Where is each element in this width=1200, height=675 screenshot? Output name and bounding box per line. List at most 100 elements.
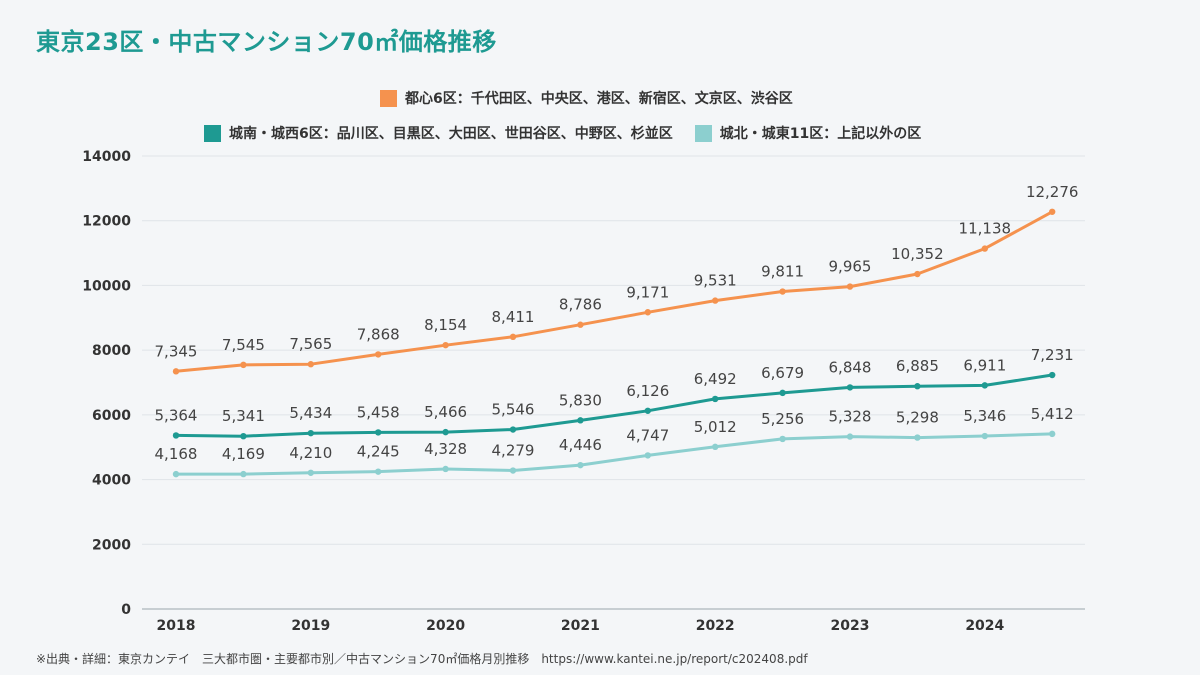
legend-row-top: 都心6区：千代田区、中央区、港区、新宿区、文京区、渋谷区: [380, 88, 815, 108]
data-label: 11,138: [959, 220, 1012, 238]
data-point: [1049, 430, 1056, 438]
x-tick-label: 2018: [157, 618, 196, 634]
x-tick-label: 2022: [696, 618, 735, 634]
legend-row-bottom: 城南・城西6区：品川区、目黒区、大田区、世田谷区、中野区、杉並区 城北・城東11…: [204, 123, 943, 143]
data-label: 4,279: [492, 442, 535, 460]
data-point: [846, 283, 854, 290]
data-point: [307, 361, 314, 368]
series-line: [176, 432, 1053, 476]
data-label: 7,545: [222, 336, 265, 354]
data-point: [644, 407, 651, 414]
legend-swatch-south-west: [204, 124, 221, 142]
data-point: [307, 429, 314, 437]
data-point: [577, 461, 584, 469]
data-point: [779, 288, 786, 295]
data-point: [375, 351, 382, 358]
data-point: [240, 361, 247, 369]
legend-swatch-north-east: [694, 124, 712, 142]
y-tick-label: 8000: [92, 343, 131, 359]
data-label: 5,256: [761, 410, 804, 428]
data-point: [779, 389, 786, 397]
data-label: 7,868: [357, 325, 400, 343]
data-point: [442, 428, 449, 436]
data-label: 7,231: [1031, 346, 1074, 364]
data-label: 5,830: [559, 391, 602, 409]
data-point: [172, 470, 180, 478]
data-label: 5,328: [829, 408, 872, 426]
data-label: 6,492: [694, 370, 737, 388]
data-label: 5,546: [492, 401, 535, 419]
y-tick-label: 4000: [92, 473, 131, 489]
data-point: [1049, 208, 1056, 215]
data-point: [509, 333, 517, 341]
data-label: 8,154: [424, 316, 467, 334]
data-label: 4,446: [559, 436, 602, 454]
data-point: [240, 432, 247, 440]
series-line: [175, 373, 1053, 438]
y-tick-label: 10000: [82, 278, 131, 294]
y-tick-label: 14000: [82, 149, 131, 165]
x-tick-label: 2024: [965, 618, 1004, 634]
data-label: 8,786: [559, 296, 602, 314]
data-label: 9,531: [694, 272, 737, 290]
data-point: [846, 433, 854, 440]
data-label: 6,848: [829, 358, 872, 376]
legend-swatch-central: [380, 89, 397, 107]
data-label: 5,346: [963, 407, 1006, 425]
data-label: 5,434: [289, 404, 332, 422]
data-point: [644, 309, 651, 316]
data-label: 7,345: [155, 342, 198, 360]
data-point: [846, 384, 854, 391]
data-point: [914, 270, 921, 278]
y-tick-label: 6000: [92, 408, 131, 424]
data-point: [914, 434, 921, 441]
x-tick-label: 2020: [426, 618, 465, 634]
data-label: 6,126: [626, 382, 669, 400]
data-label: 9,811: [761, 263, 804, 281]
series-line: [175, 210, 1053, 373]
data-label: 4,169: [222, 445, 265, 463]
data-point: [981, 382, 988, 389]
data-label: 9,171: [626, 283, 669, 301]
data-label: 7,565: [289, 335, 332, 353]
source-footnote: ※出典・詳細：東京カンテイ 三大都市圏・主要都市別／中古マンション70㎡価格月別…: [36, 652, 808, 666]
data-label: 4,210: [289, 444, 332, 462]
data-point: [509, 426, 517, 433]
data-point: [375, 429, 382, 436]
data-label: 10,352: [891, 245, 944, 263]
data-point: [442, 341, 449, 349]
legend-label-south-west: 城南・城西6区：品川区、目黒区、大田区、世田谷区、中野区、杉並区: [229, 126, 673, 142]
data-point: [914, 383, 921, 390]
legend-item-south-west: 城南・城西6区：品川区、目黒区、大田区、世田谷区、中野区、杉並区: [204, 123, 673, 143]
data-label: 5,458: [357, 403, 400, 421]
y-tick-label: 0: [121, 602, 131, 618]
data-point: [577, 417, 584, 424]
data-label: 4,168: [155, 445, 198, 463]
data-point: [779, 435, 786, 443]
legend-label-north-east: 城北・城東11区：上記以外の区: [719, 126, 922, 142]
data-label: 5,364: [155, 406, 198, 424]
y-tick-label: 2000: [92, 537, 131, 553]
data-point: [1049, 371, 1056, 379]
data-label: 5,012: [694, 418, 737, 436]
data-label: 5,341: [222, 407, 265, 425]
data-point: [240, 470, 247, 478]
data-label: 5,412: [1031, 405, 1074, 423]
data-point: [981, 432, 988, 440]
data-point: [509, 467, 517, 474]
data-label: 4,328: [424, 440, 467, 458]
data-label: 4,747: [626, 426, 669, 444]
data-label: 12,276: [1026, 183, 1079, 201]
data-label: 8,411: [492, 308, 535, 326]
data-point: [712, 443, 719, 451]
chart-title: 東京23区・中古マンション70㎡価格推移: [36, 28, 497, 56]
data-point: [712, 297, 719, 304]
data-label: 6,679: [761, 364, 804, 382]
data-point: [375, 468, 382, 475]
y-tick-label: 12000: [82, 214, 131, 230]
data-point: [442, 465, 449, 473]
data-point: [577, 321, 584, 328]
legend-item-north-east: 城北・城東11区：上記以外の区: [694, 123, 922, 143]
legend-label-central: 都心6区：千代田区、中央区、港区、新宿区、文京区、渋谷区: [405, 91, 793, 107]
